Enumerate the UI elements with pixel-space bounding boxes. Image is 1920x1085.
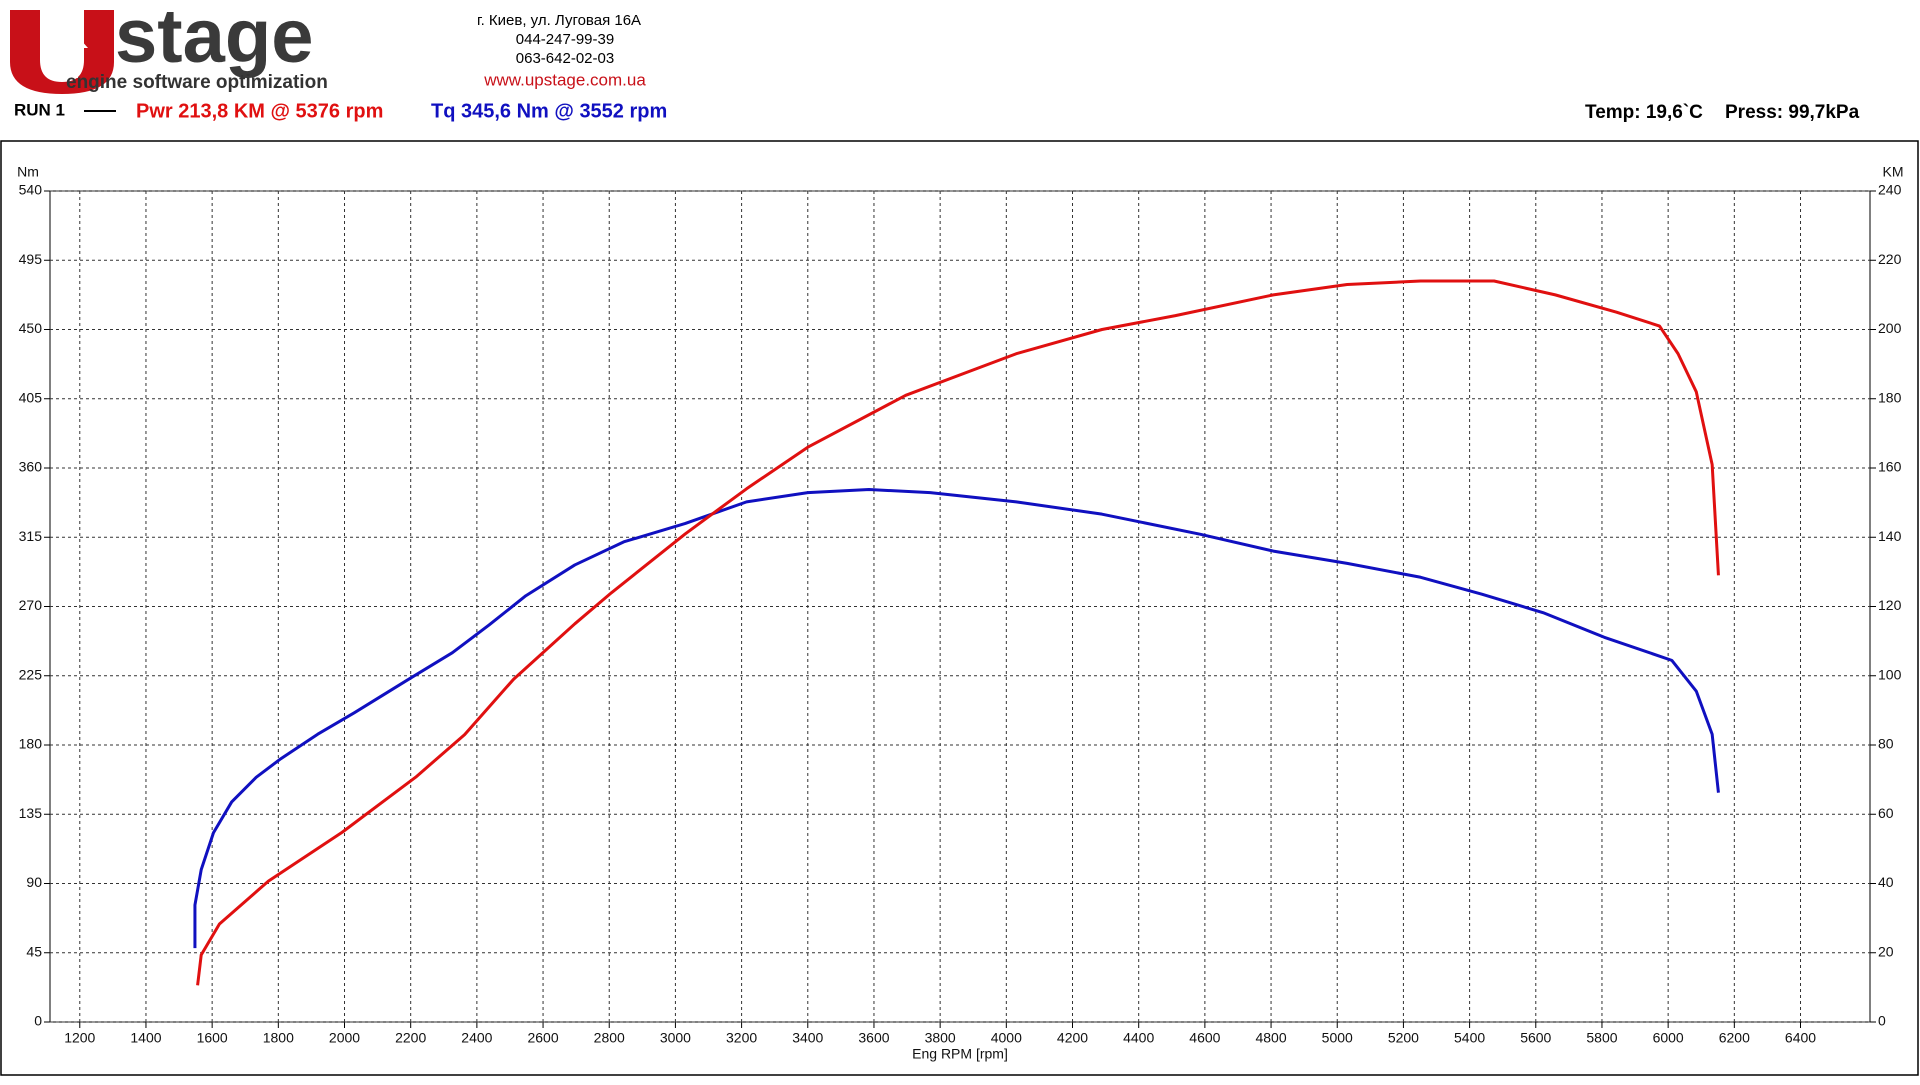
x-tick-label: 4600: [1189, 1030, 1220, 1046]
address: г. Киев, ул. Луговая 16А: [477, 12, 641, 29]
x-tick-label: 1600: [197, 1030, 228, 1046]
y2-tick-label: 160: [1878, 459, 1902, 475]
x-tick-label: 5800: [1586, 1030, 1617, 1046]
y2-tick-label: 80: [1878, 736, 1894, 752]
y2-axis-label: KM: [1883, 164, 1904, 180]
press: Press: 99,7kPa: [1725, 102, 1860, 123]
x-tick-label: 2800: [594, 1030, 625, 1046]
y2-tick-label: 120: [1878, 597, 1902, 613]
y2-tick-label: 220: [1878, 251, 1902, 267]
logo-tagline: engine software optimization: [66, 72, 328, 93]
y-tick-label: 360: [19, 459, 43, 475]
x-tick-label: 6200: [1719, 1030, 1750, 1046]
x-tick-label: 5000: [1322, 1030, 1353, 1046]
y-tick-label: 315: [19, 528, 43, 544]
logo-word: stage: [115, 0, 314, 79]
y2-tick-label: 40: [1878, 874, 1894, 890]
x-tick-label: 4800: [1255, 1030, 1286, 1046]
x-tick-label: 3000: [660, 1030, 691, 1046]
y-tick-label: 495: [19, 251, 43, 267]
x-tick-label: 4000: [991, 1030, 1022, 1046]
x-tick-label: 3800: [925, 1030, 956, 1046]
y2-tick-label: 240: [1878, 182, 1902, 198]
y-tick-label: 405: [19, 389, 43, 405]
series-line: [196, 279, 1720, 986]
x-tick-label: 3400: [792, 1030, 823, 1046]
y-tick-label: 45: [26, 943, 42, 959]
chart-frame: [0, 140, 1919, 1076]
y-tick-label: 90: [26, 874, 42, 890]
y2-tick-label: 60: [1878, 805, 1894, 821]
x-tick-label: 4200: [1057, 1030, 1088, 1046]
temp: Temp: 19,6`C: [1585, 102, 1703, 123]
x-tick-label: 4400: [1123, 1030, 1154, 1046]
torque-summary: Tq 345,6 Nm @ 3552 rpm: [431, 100, 667, 122]
x-tick-label: 2600: [527, 1030, 558, 1046]
y2-tick-label: 0: [1878, 1013, 1886, 1029]
x-tick-label: 1200: [64, 1030, 95, 1046]
x-tick-label: 5200: [1388, 1030, 1419, 1046]
logo-shape: [10, 10, 114, 94]
y2-tick-label: 100: [1878, 666, 1902, 682]
plot: 1200 1400 1600 1800 2000 2200 2400 2600 2800 3000…: [17, 164, 1903, 1062]
y2-tick-label: 200: [1878, 320, 1902, 336]
logo-arrow: [56, 30, 88, 78]
y-tick-label: 225: [19, 666, 43, 682]
x-tick-label: 3600: [858, 1030, 889, 1046]
run-label: RUN 1: [14, 100, 65, 119]
y-tick-label: 135: [19, 805, 43, 821]
x-tick-label: 5400: [1454, 1030, 1485, 1046]
y-axis-label: Nm: [17, 164, 39, 180]
x-tick-label: 6400: [1785, 1030, 1816, 1046]
phone: 044-247-99-39: [516, 31, 614, 48]
x-tick-label: 1400: [130, 1030, 161, 1046]
x-tick-label: 1800: [263, 1030, 294, 1046]
x-tick-label: 2400: [461, 1030, 492, 1046]
y-tick-label: 450: [19, 320, 43, 336]
x-tick-label: 2000: [329, 1030, 360, 1046]
x-tick-label: 3200: [726, 1030, 757, 1046]
y2-tick-label: 20: [1878, 943, 1894, 959]
y-tick-label: 0: [34, 1013, 42, 1029]
x-axis-label: Eng RPM [rpm]: [912, 1046, 1008, 1062]
phone: 063-642-02-03: [516, 50, 614, 67]
y-tick-label: 540: [19, 182, 43, 198]
website[interactable]: www.upstage.com.ua: [483, 70, 646, 89]
y-tick-label: 180: [19, 736, 43, 752]
x-tick-label: 6000: [1653, 1030, 1684, 1046]
series-line: [193, 488, 1720, 949]
x-tick-label: 5600: [1520, 1030, 1551, 1046]
x-tick-label: 2200: [395, 1030, 426, 1046]
power-summary: Pwr 213,8 KM @ 5376 rpm: [136, 100, 383, 122]
y2-tick-label: 180: [1878, 389, 1902, 405]
y-tick-label: 270: [19, 597, 43, 613]
y2-tick-label: 140: [1878, 528, 1902, 544]
